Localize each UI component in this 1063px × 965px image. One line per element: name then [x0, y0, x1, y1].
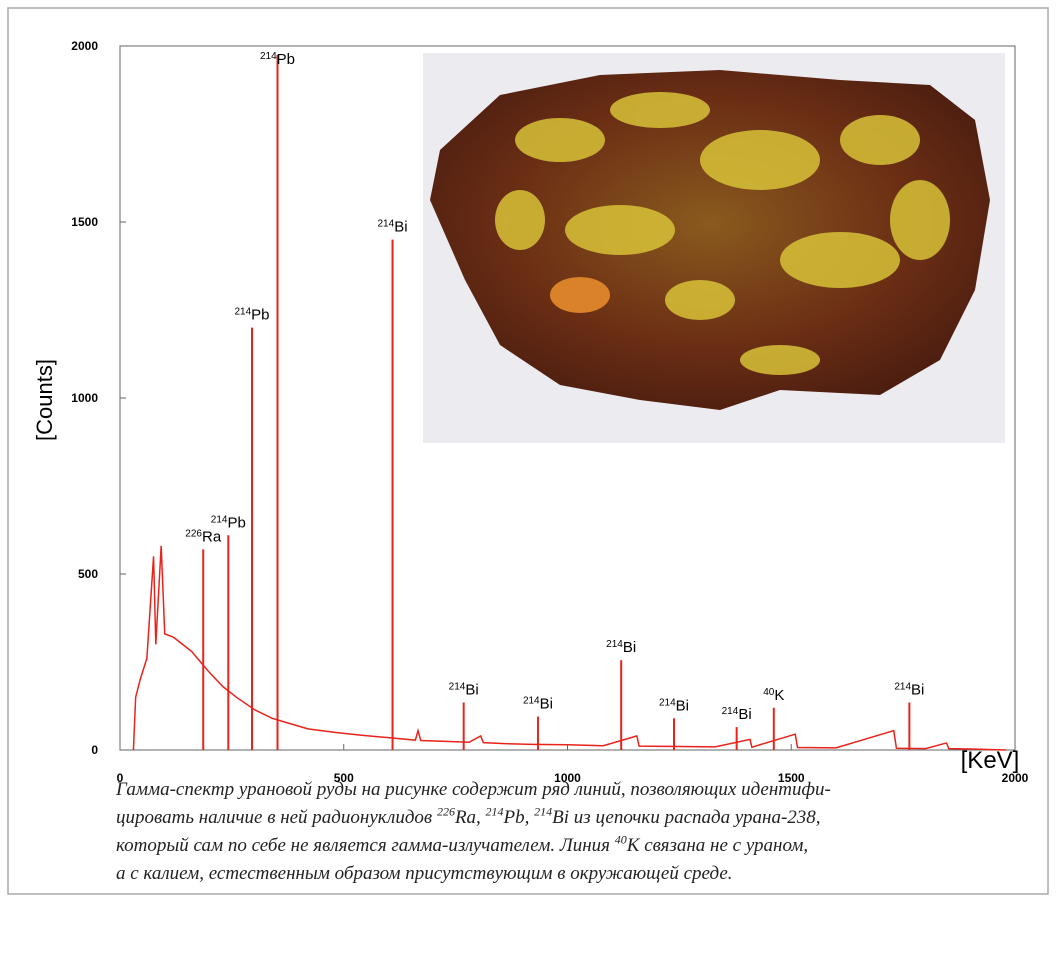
peak-label: 40K — [763, 687, 784, 704]
caption-text: Pb, — [504, 807, 535, 828]
element: K — [774, 687, 784, 704]
isotope-mass: 214 — [523, 696, 540, 707]
superscript: 214 — [486, 805, 504, 819]
caption-text: Ra, — [455, 807, 486, 828]
element: Bi — [465, 681, 478, 698]
superscript: 226 — [437, 805, 455, 819]
superscript: 214 — [534, 805, 552, 819]
peak-label: 214Bi — [449, 681, 479, 698]
element: Ra — [202, 528, 222, 545]
caption-text: Bi из цепочки распада урана-238, — [552, 807, 820, 828]
caption-text: а с калием, естественным образом присутс… — [116, 863, 733, 884]
isotope-mass: 214 — [659, 697, 676, 708]
peak-label: 214Bi — [523, 696, 553, 713]
isotope-mass: 214 — [894, 681, 911, 692]
element: Bi — [623, 639, 636, 656]
element: Bi — [540, 696, 553, 713]
isotope-mass: 214 — [606, 639, 623, 650]
isotope-mass: 214 — [211, 514, 228, 525]
y-tick-label: 2000 — [71, 39, 98, 53]
y-tick-label: 1000 — [71, 391, 98, 405]
y-axis-label: [Counts] — [32, 359, 57, 441]
isotope-mass: 226 — [185, 528, 202, 539]
x-axis-label: [KeV] — [961, 747, 1020, 774]
peak-label: 214Bi — [722, 706, 752, 723]
isotope-mass: 214 — [260, 51, 277, 62]
peak-label: 226Ra — [185, 528, 222, 545]
caption-text: K связана не с ураном, — [627, 835, 808, 856]
element: Bi — [911, 681, 924, 698]
caption: Гамма-спектр урановой руды на рисунке со… — [116, 776, 1046, 888]
caption-text: Гамма-спектр урановой руды на рисунке со… — [116, 779, 831, 800]
y-tick-label: 0 — [91, 743, 98, 757]
caption-line: цировать наличие в ней радионуклидов 226… — [116, 804, 1046, 832]
isotope-mass: 214 — [449, 681, 466, 692]
caption-text: цировать наличие в ней радионуклидов — [116, 807, 437, 828]
photo — [423, 53, 1005, 443]
peak-label: 214Bi — [378, 219, 408, 236]
y-tick-label: 500 — [78, 567, 98, 581]
caption-line: а с калием, естественным образом присутс… — [116, 860, 1046, 888]
spectrum-line — [133, 546, 1006, 750]
peak-label: 214Pb — [234, 307, 269, 324]
element: Pb — [277, 51, 295, 68]
isotope-mass: 214 — [234, 307, 251, 318]
page: [Counts] [KeV] 0500100015002000050010001… — [0, 0, 1063, 965]
isotope-mass: 40 — [763, 687, 775, 698]
peak-label: 214Bi — [659, 697, 689, 714]
isotope-mass: 214 — [722, 706, 739, 717]
peak-label: 214Pb — [260, 51, 295, 68]
element: Pb — [251, 307, 269, 324]
peak-label: 214Bi — [606, 639, 636, 656]
caption-text: который сам по себе не является гамма-из… — [116, 835, 615, 856]
caption-line: Гамма-спектр урановой руды на рисунке со… — [116, 776, 1046, 804]
element: Pb — [227, 514, 245, 531]
caption-line: который сам по себе не является гамма-из… — [116, 832, 1046, 860]
superscript: 40 — [615, 833, 627, 847]
peak-label: 214Bi — [894, 681, 924, 698]
element: Bi — [394, 219, 407, 236]
isotope-mass: 214 — [378, 219, 395, 230]
element: Bi — [676, 697, 689, 714]
y-tick-label: 1500 — [71, 215, 98, 229]
element: Bi — [738, 706, 751, 723]
